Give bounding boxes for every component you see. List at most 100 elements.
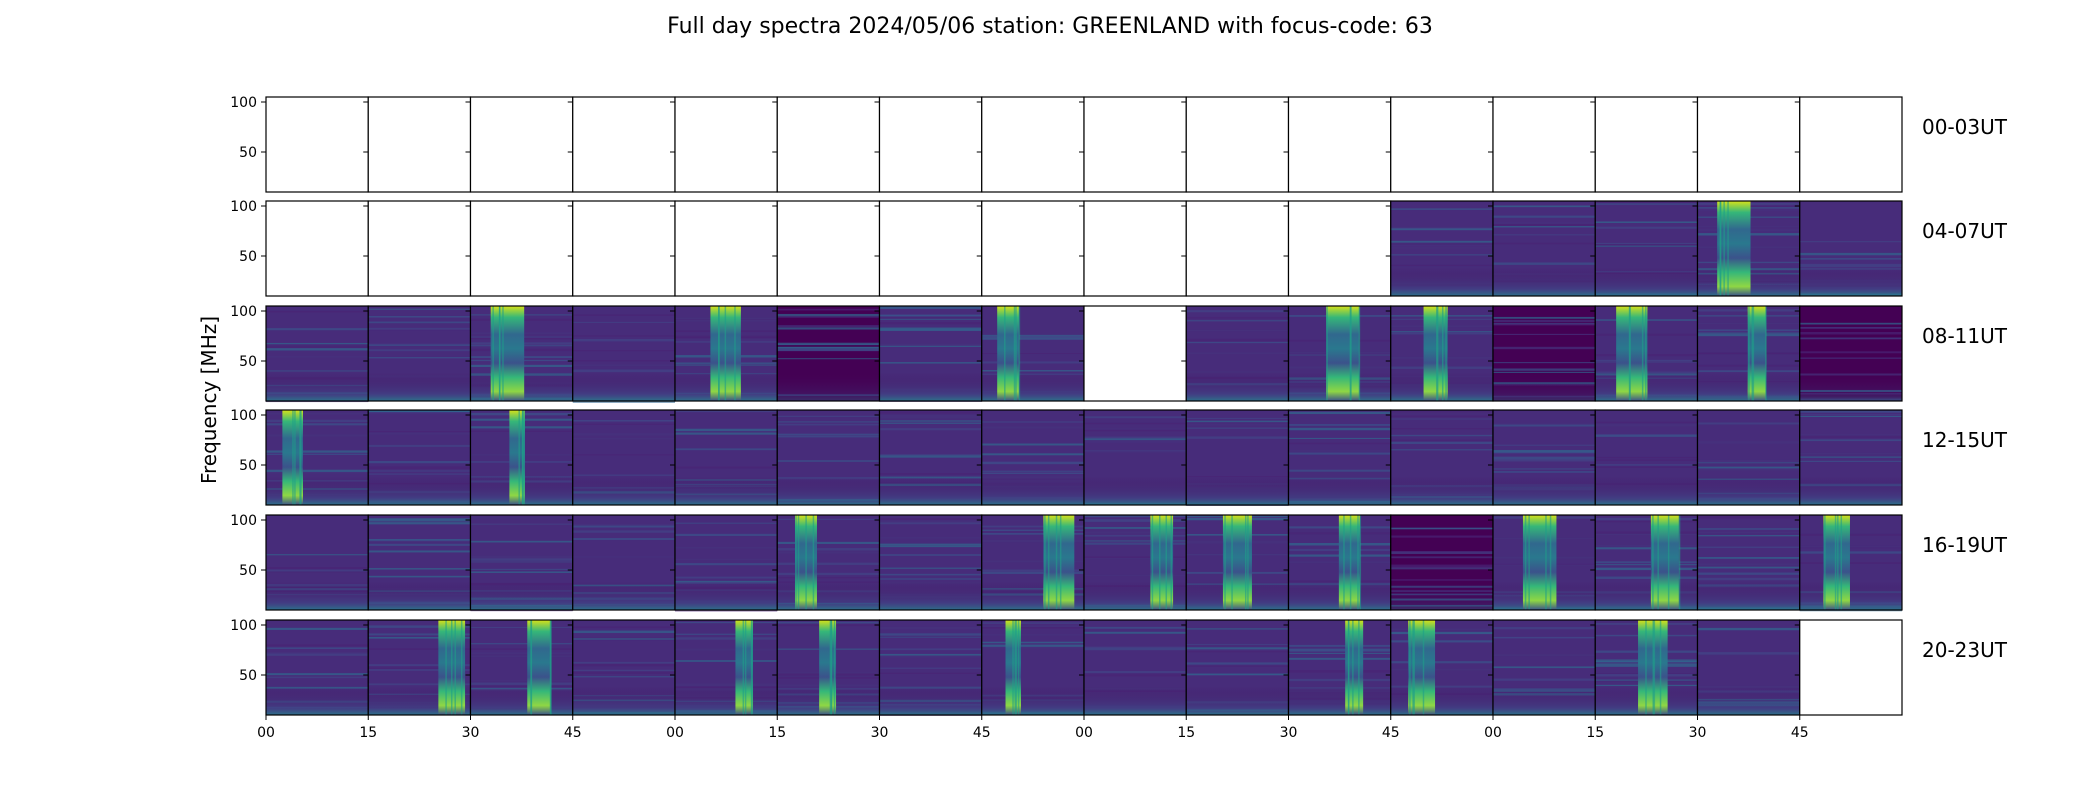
spectrum-panel — [1590, 96, 1699, 193]
rfi-line — [777, 308, 880, 311]
rfi-line — [572, 661, 675, 664]
rfi-line — [1697, 563, 1800, 566]
spectrum-panel — [1181, 409, 1290, 506]
burst-stripe — [805, 515, 807, 610]
rfi-line — [1595, 576, 1698, 579]
burst-stripe — [1012, 620, 1014, 715]
rfi-line — [470, 652, 573, 655]
panel-background — [1186, 201, 1289, 296]
spectrum-panel — [1794, 96, 1903, 193]
burst-stripe — [1748, 306, 1750, 401]
rfi-line — [1799, 456, 1902, 458]
rfi-line — [981, 627, 1084, 629]
rfi-line — [981, 532, 1084, 535]
rfi-line — [1186, 352, 1289, 354]
y-tick-label: 100 — [230, 304, 257, 320]
rfi-line — [1799, 434, 1902, 436]
spectrum-panel — [670, 96, 778, 193]
burst-stripe — [1015, 306, 1017, 401]
rfi-line — [1084, 429, 1187, 432]
spectrum-panel — [1181, 200, 1290, 297]
rfi-line — [1084, 574, 1187, 576]
rfi-line — [572, 314, 675, 316]
rfi-line — [1493, 423, 1596, 425]
rfi-line — [1390, 564, 1493, 567]
rfi-line — [879, 518, 982, 520]
rfi-line — [266, 644, 369, 647]
rfi-line — [1697, 577, 1800, 581]
rfi-line — [1390, 628, 1493, 630]
rfi-line — [1084, 428, 1187, 430]
rfi-line — [368, 470, 471, 472]
panel-background — [1084, 201, 1187, 296]
panel-frame — [1799, 305, 1903, 402]
spectrum-panel — [874, 619, 983, 716]
rfi-line — [1288, 424, 1391, 426]
rfi-line — [1493, 636, 1596, 639]
rfi-line — [368, 412, 471, 415]
rfi-line — [368, 460, 471, 464]
rfi-line — [981, 634, 1084, 636]
rfi-line — [1493, 223, 1596, 226]
low-frequency-band — [1799, 372, 1902, 401]
burst-stripe — [1326, 306, 1328, 401]
rfi-line — [981, 569, 1084, 572]
x-tick-label: 45 — [564, 725, 582, 741]
spectrum-panel — [874, 96, 983, 193]
rfi-line — [266, 328, 369, 331]
rfi-line — [368, 667, 471, 670]
burst-stripe — [1151, 515, 1154, 610]
rfi-line — [1186, 436, 1289, 439]
rfi-line — [266, 676, 369, 679]
rfi-line — [1493, 371, 1596, 373]
spectrum-panel — [772, 305, 881, 402]
burst-stripe — [1013, 306, 1016, 401]
rfi-line — [368, 411, 471, 413]
rfi-line — [879, 417, 982, 419]
rfi-line — [879, 672, 982, 674]
rfi-line — [1390, 552, 1493, 554]
rfi-line — [1390, 631, 1493, 634]
burst-stripe — [1247, 515, 1249, 610]
spectrum-panel — [363, 514, 472, 611]
low-frequency-band — [1595, 267, 1698, 296]
rfi-line — [1186, 320, 1289, 322]
rfi-line — [1595, 561, 1698, 564]
low-frequency-band — [1697, 581, 1800, 610]
burst-band — [1823, 515, 1850, 610]
spectrum-panel — [1794, 409, 1903, 506]
panel-background — [777, 97, 880, 192]
y-tick-label: 50 — [239, 668, 257, 684]
rfi-line — [777, 342, 880, 346]
rfi-line — [1595, 533, 1698, 535]
rfi-line — [981, 338, 1084, 340]
spectrum-panel — [363, 619, 472, 716]
rfi-line — [266, 567, 369, 569]
rfi-line — [1493, 451, 1596, 454]
spectrum-panel — [1590, 514, 1699, 611]
low-frequency-band — [1084, 686, 1187, 715]
burst-stripe — [1645, 306, 1647, 401]
rfi-line — [777, 421, 880, 423]
rfi-line — [266, 627, 369, 630]
rfi-line — [1084, 649, 1187, 651]
rfi-line — [777, 423, 880, 426]
x-tick-label: 45 — [973, 725, 991, 741]
low-frequency-band — [1186, 476, 1289, 505]
spectrum-panel — [976, 514, 1085, 611]
rfi-line — [777, 518, 880, 520]
rfi-line — [981, 641, 1084, 644]
rfi-line — [1390, 247, 1493, 249]
y-tick-label: 50 — [239, 354, 257, 370]
rfi-line — [572, 676, 675, 678]
rfi-line — [368, 343, 471, 345]
spectrum-panel — [567, 514, 676, 611]
rfi-line — [1390, 428, 1493, 430]
burst-stripe — [1652, 620, 1654, 715]
y-axis-label: Frequency [MHz] — [197, 316, 221, 484]
rfi-line — [1799, 415, 1902, 418]
panel-background — [777, 201, 880, 296]
rfi-line — [1288, 411, 1391, 415]
rfi-line — [1288, 670, 1391, 673]
spectra-row-1: 50 100 04-07UT — [230, 199, 2008, 297]
